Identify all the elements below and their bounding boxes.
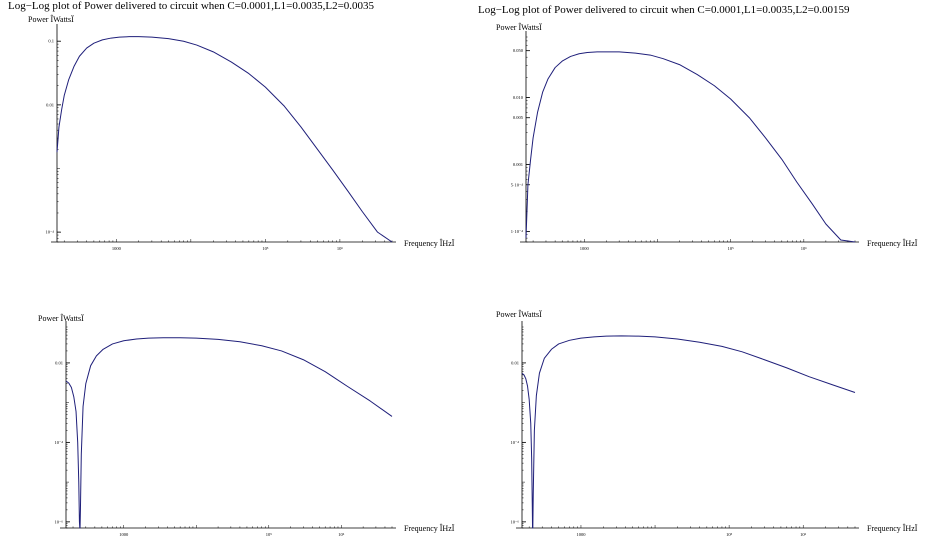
panel-4-y-axis-label: Power ÎWattsÏ	[496, 309, 542, 319]
panel-1-x-tick-label: 1000	[112, 246, 122, 251]
panel-2-y-tick-label: 0.001	[513, 162, 523, 167]
panel-1-y-tick-label: 0.1	[48, 39, 54, 44]
panel-4-x-axis-label: Frequency ÎHzÏ	[867, 523, 918, 533]
panel-2-y-axis-label: Power ÎWattsÏ	[496, 22, 542, 32]
panel-3-x-tick-label: 10⁶	[338, 532, 345, 537]
panel-2-y-tick-label: 1·10⁻⁴	[511, 229, 524, 234]
panel-2-y-tick-label: 0.005	[513, 115, 524, 120]
panel-3-y-tick-label: 10⁻⁶	[55, 519, 64, 524]
panel-4-y-tick-label: 10⁻⁴	[511, 440, 520, 445]
panel-3-x-tick-label: 1000	[119, 532, 129, 537]
panel-2-y-tick-label: 0.010	[513, 95, 524, 100]
panel-4-power-curve	[521, 335, 856, 529]
panel-2-title: Log−Log plot of Power delivered to circu…	[478, 4, 850, 16]
panel-1-title: Log−Log plot of Power delivered to circu…	[8, 0, 375, 12]
panel-2-x-tick-label: 1000	[580, 246, 590, 251]
panel-1-x-axis-label: Frequency ÎHzÏ	[404, 238, 455, 248]
panel-3-y-tick-label: 0.01	[55, 360, 63, 365]
panel-2-x-tick-label: 10⁵	[728, 246, 735, 251]
panel-1-x-tick-label: 10⁵	[262, 246, 269, 251]
panel-4-y-tick-label: 10⁻⁶	[511, 519, 520, 524]
panel-3-x-tick-label: 10⁵	[266, 532, 273, 537]
panel-4-x-tick-label: 10⁵	[726, 532, 733, 537]
panel-3-y-tick-label: 10⁻⁴	[55, 440, 64, 445]
panel-2-power-curve	[525, 51, 856, 243]
panel-4-x-tick-label: 1000	[576, 532, 586, 537]
panel-2-x-axis-label: Frequency ÎHzÏ	[867, 238, 918, 248]
panel-1-power-curve	[56, 36, 393, 243]
panel-3-power-curve	[65, 337, 393, 529]
panel-2-x-tick-label: 10⁶	[801, 246, 808, 251]
panel-2-y-tick-label: 5·10⁻⁴	[511, 182, 524, 187]
panel-3-x-axis-label: Frequency ÎHzÏ	[404, 523, 455, 533]
panel-1-y-axis-label: Power ÎWattsÏ	[28, 14, 74, 24]
panel-2-y-tick-label: 0.050	[513, 48, 524, 53]
panel-4-y-tick-label: 0.01	[511, 360, 519, 365]
panel-1-y-tick-label: 10⁻⁴	[46, 230, 55, 235]
panel-1-y-tick-label: 0.01	[46, 102, 54, 107]
panel-3-y-axis-label: Power ÎWattsÏ	[38, 313, 84, 323]
panel-4-x-tick-label: 10⁶	[800, 532, 807, 537]
panel-1-x-tick-label: 10⁶	[337, 246, 344, 251]
